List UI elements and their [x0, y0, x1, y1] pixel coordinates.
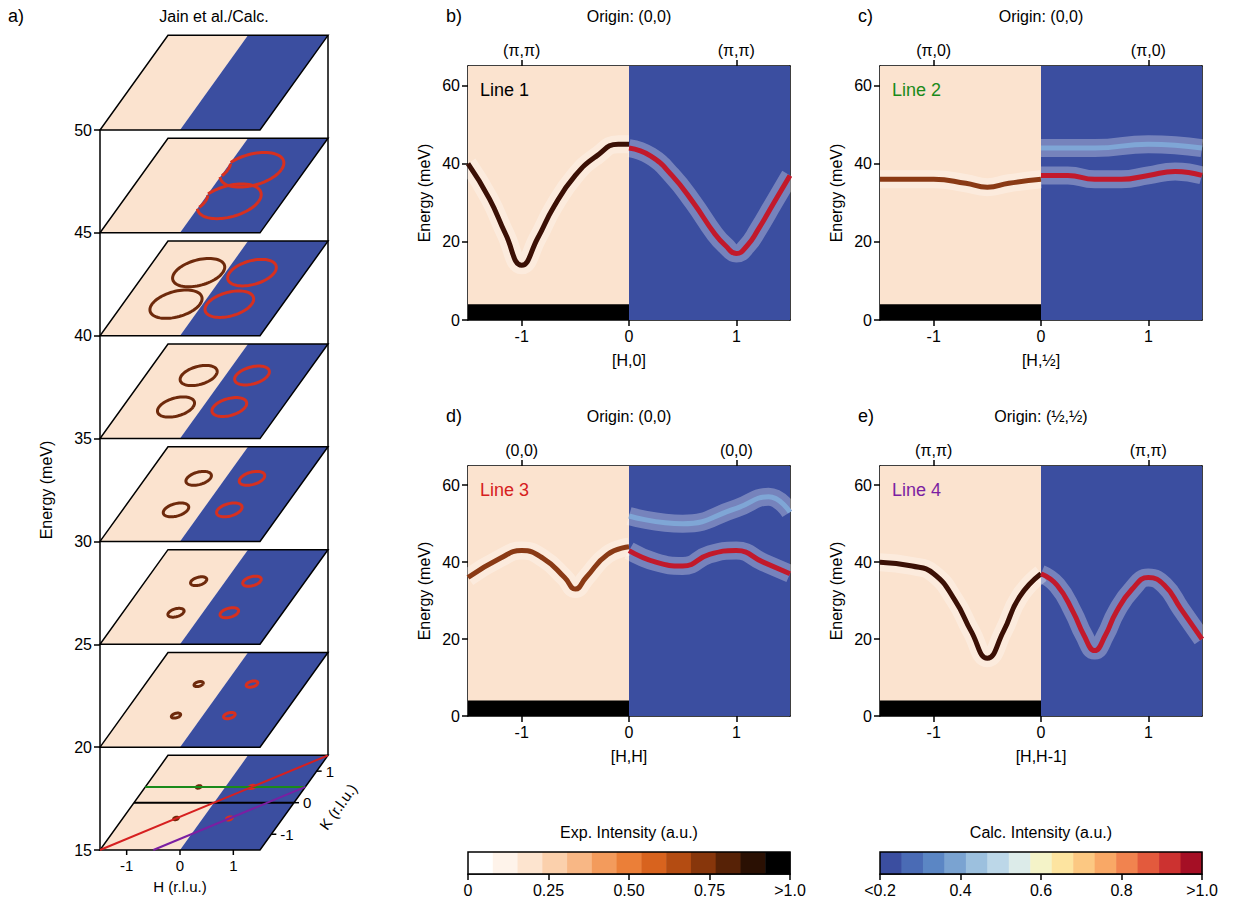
svg-text:0.6: 0.6 — [1030, 882, 1052, 899]
svg-text:b): b) — [446, 6, 462, 26]
svg-text:15: 15 — [74, 842, 92, 859]
svg-text:0.25: 0.25 — [533, 882, 564, 899]
svg-text:0: 0 — [451, 312, 460, 329]
svg-text:1: 1 — [732, 328, 741, 345]
svg-text:Origin: (0,0): Origin: (0,0) — [999, 8, 1083, 25]
svg-text:20: 20 — [854, 233, 872, 250]
svg-text:0: 0 — [1037, 724, 1046, 741]
svg-text:1: 1 — [732, 724, 741, 741]
svg-text:30: 30 — [74, 533, 92, 550]
svg-text:Line 4: Line 4 — [892, 480, 941, 500]
svg-text:K (r.l.u.): K (r.l.u.) — [316, 780, 360, 833]
svg-text:(π,π): (π,π) — [718, 42, 755, 59]
svg-text:-1: -1 — [515, 328, 529, 345]
svg-text:Energy (meV): Energy (meV) — [416, 542, 433, 641]
svg-text:20: 20 — [74, 739, 92, 756]
svg-text:20: 20 — [854, 631, 872, 648]
svg-text:-1: -1 — [280, 826, 293, 843]
svg-text:Origin: (0,0): Origin: (0,0) — [587, 8, 671, 25]
svg-text:Energy (meV): Energy (meV) — [828, 144, 845, 243]
svg-text:0: 0 — [863, 708, 872, 725]
svg-text:0: 0 — [863, 312, 872, 329]
svg-text:>1.0: >1.0 — [1186, 882, 1218, 899]
svg-text:Calc. Intensity (a.u.): Calc. Intensity (a.u.) — [970, 824, 1112, 841]
svg-text:(0,0): (0,0) — [720, 442, 753, 459]
svg-text:H (r.l.u.): H (r.l.u.) — [153, 878, 206, 895]
svg-text:Energy (meV): Energy (meV) — [828, 542, 845, 641]
svg-text:>1.0: >1.0 — [774, 882, 806, 899]
svg-text:[H,½]: [H,½] — [1022, 352, 1060, 369]
svg-text:Energy (meV): Energy (meV) — [416, 144, 433, 243]
svg-text:60: 60 — [854, 77, 872, 94]
svg-text:a): a) — [8, 6, 24, 26]
svg-text:45: 45 — [74, 224, 92, 241]
svg-text:0.8: 0.8 — [1110, 882, 1132, 899]
svg-text:(π,0): (π,0) — [916, 42, 951, 59]
svg-text:0: 0 — [303, 794, 311, 811]
svg-text:35: 35 — [74, 430, 92, 447]
svg-text:Line 2: Line 2 — [892, 80, 941, 100]
svg-text:60: 60 — [442, 77, 460, 94]
svg-text:40: 40 — [854, 155, 872, 172]
svg-text:0: 0 — [464, 882, 473, 899]
svg-text:Jain et al./Calc.: Jain et al./Calc. — [159, 8, 268, 25]
svg-text:1: 1 — [229, 857, 237, 874]
svg-text:Origin: (½,½): Origin: (½,½) — [994, 408, 1087, 425]
svg-text:-1: -1 — [927, 724, 941, 741]
svg-text:Line 1: Line 1 — [480, 80, 529, 100]
svg-text:0.4: 0.4 — [949, 882, 971, 899]
svg-text:(π,π): (π,π) — [503, 42, 540, 59]
svg-text:0: 0 — [1037, 328, 1046, 345]
svg-text:<0.2: <0.2 — [864, 882, 896, 899]
svg-text:Exp. Intensity (a.u.): Exp. Intensity (a.u.) — [560, 824, 698, 841]
svg-text:40: 40 — [442, 554, 460, 571]
svg-text:[H,H-1]: [H,H-1] — [1016, 748, 1067, 765]
svg-text:Energy (meV): Energy (meV) — [38, 441, 55, 540]
svg-text:1: 1 — [1144, 724, 1153, 741]
svg-text:0.50: 0.50 — [613, 882, 644, 899]
svg-text:-1: -1 — [515, 724, 529, 741]
svg-text:(π,π): (π,π) — [1130, 442, 1167, 459]
svg-text:(π,π): (π,π) — [915, 442, 952, 459]
svg-text:1: 1 — [326, 763, 334, 780]
svg-text:e): e) — [858, 406, 874, 426]
svg-text:20: 20 — [442, 233, 460, 250]
svg-text:0: 0 — [625, 328, 634, 345]
svg-text:-1: -1 — [120, 857, 133, 874]
svg-text:c): c) — [858, 6, 873, 26]
svg-text:d): d) — [446, 406, 462, 426]
svg-text:20: 20 — [442, 631, 460, 648]
svg-text:(0,0): (0,0) — [505, 442, 538, 459]
svg-text:0.75: 0.75 — [694, 882, 725, 899]
svg-text:40: 40 — [854, 554, 872, 571]
svg-text:(π,0): (π,0) — [1131, 42, 1166, 59]
svg-text:Line 3: Line 3 — [480, 480, 529, 500]
svg-text:-1: -1 — [927, 328, 941, 345]
svg-text:60: 60 — [442, 477, 460, 494]
svg-text:25: 25 — [74, 636, 92, 653]
svg-text:1: 1 — [1144, 328, 1153, 345]
svg-text:40: 40 — [74, 327, 92, 344]
svg-text:[H,H]: [H,H] — [611, 748, 647, 765]
svg-text:0: 0 — [176, 857, 184, 874]
svg-text:0: 0 — [625, 724, 634, 741]
svg-text:[H,0]: [H,0] — [612, 352, 646, 369]
svg-text:0: 0 — [451, 708, 460, 725]
svg-text:Origin: (0,0): Origin: (0,0) — [587, 408, 671, 425]
svg-text:60: 60 — [854, 477, 872, 494]
svg-text:40: 40 — [442, 155, 460, 172]
svg-text:50: 50 — [74, 122, 92, 139]
